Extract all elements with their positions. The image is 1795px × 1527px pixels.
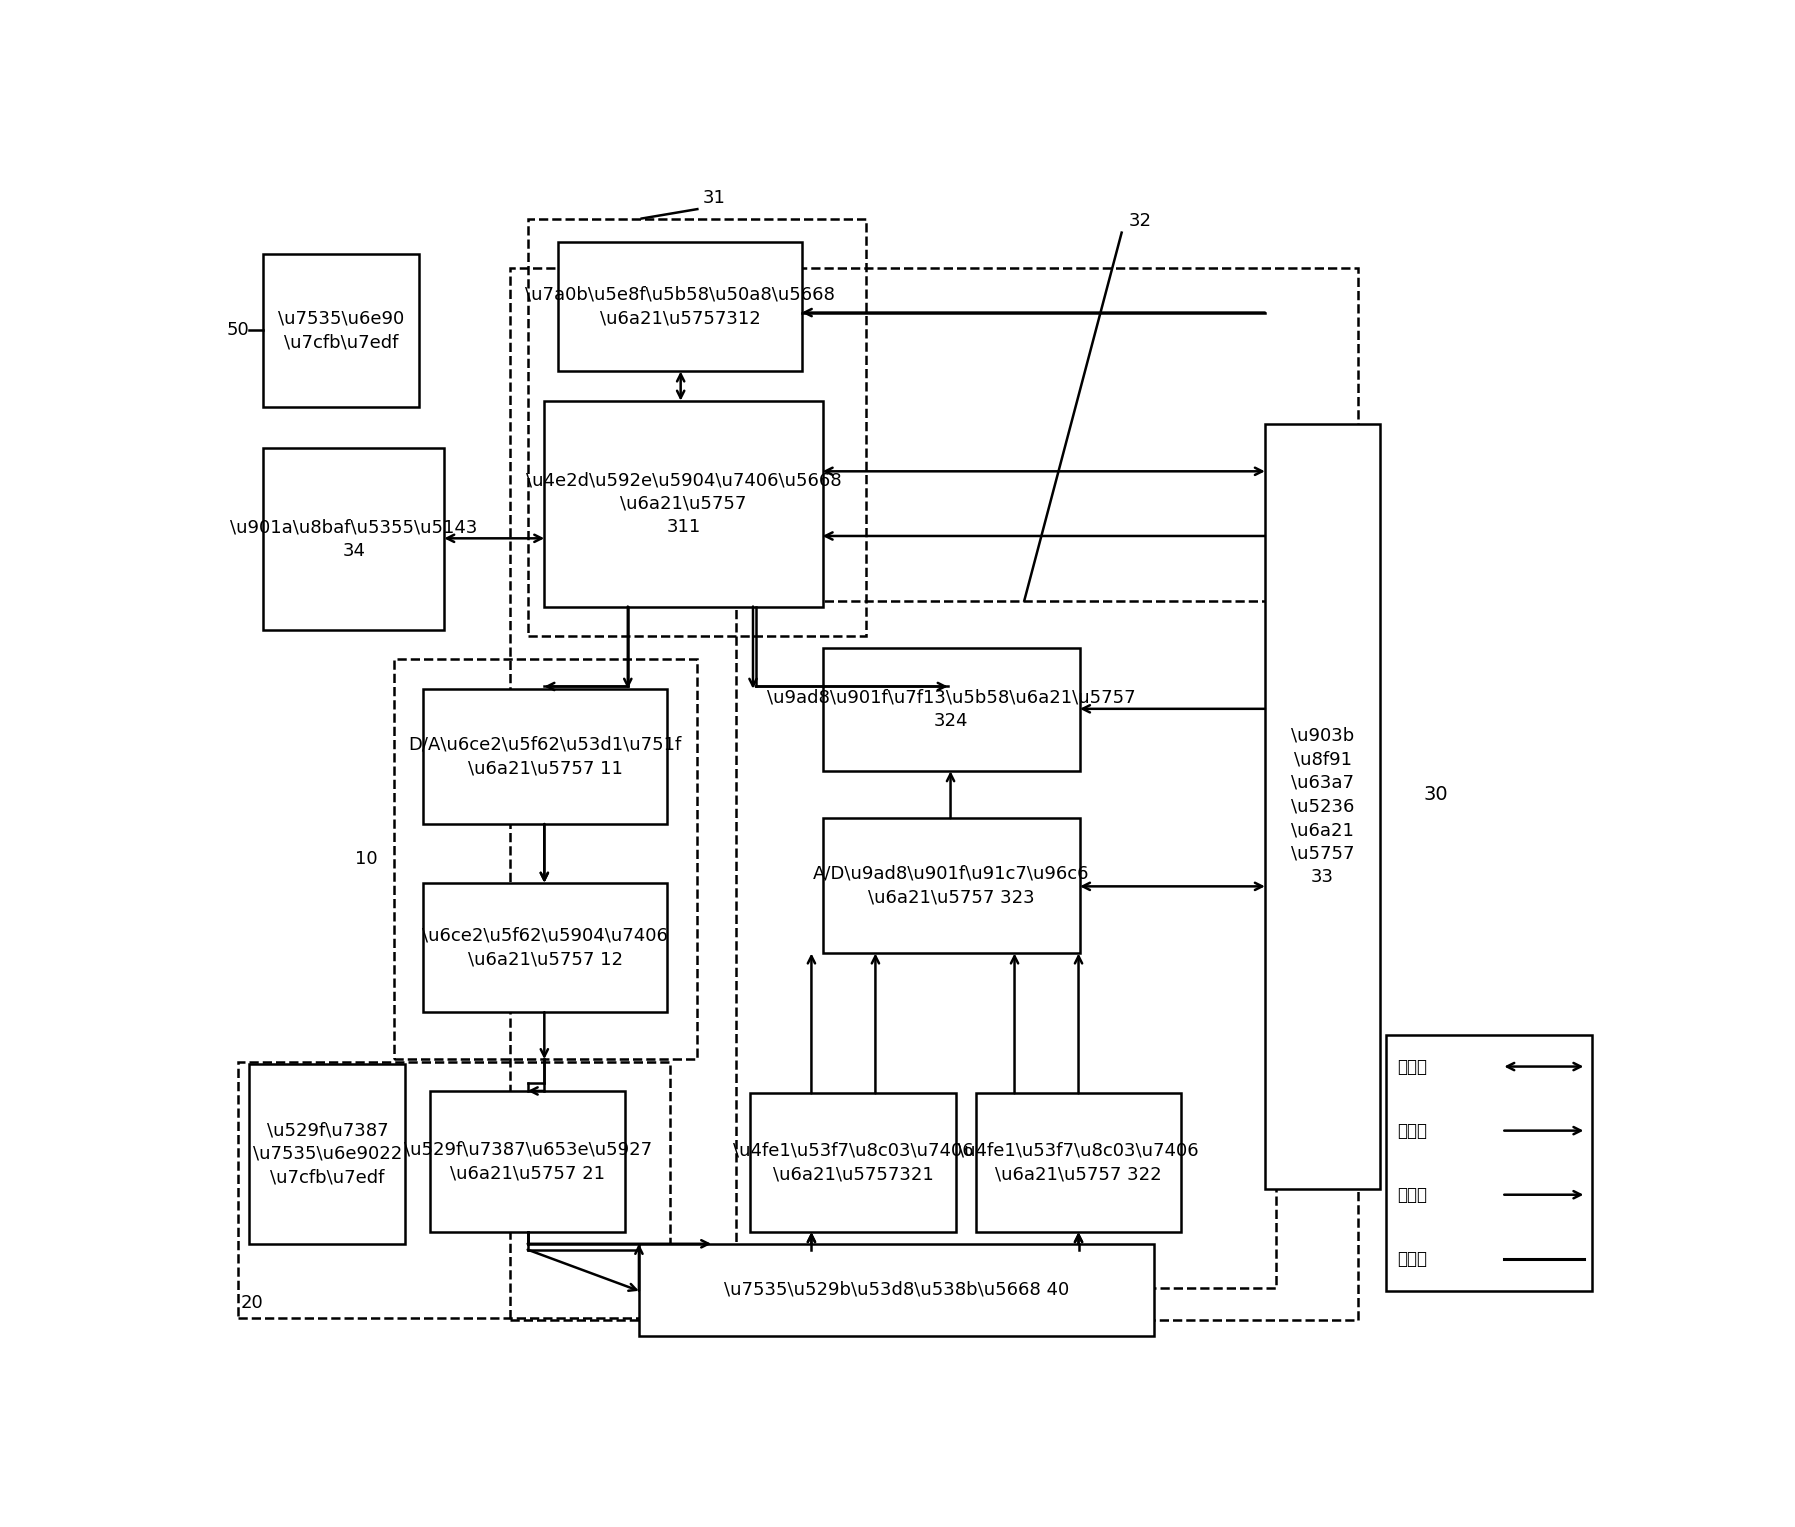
Bar: [1386, 1034, 1592, 1290]
Bar: [431, 1090, 625, 1232]
Bar: [544, 400, 822, 606]
Bar: [250, 1064, 406, 1245]
Bar: [528, 218, 865, 635]
Bar: [558, 243, 802, 371]
Text: \u901a\u8baf\u5355\u5143
34: \u901a\u8baf\u5355\u5143 34: [230, 518, 477, 560]
Text: 控制线: 控制线: [1397, 1122, 1427, 1139]
Text: 10: 10: [355, 851, 377, 869]
Text: 数据线: 数据线: [1397, 1058, 1427, 1075]
Text: \u4e2d\u592e\u5904\u7406\u5668
\u6a21\u5757
311: \u4e2d\u592e\u5904\u7406\u5668 \u6a21\u5…: [526, 470, 842, 536]
Text: \u4fe1\u53f7\u8c03\u7406
\u6a21\u5757 322: \u4fe1\u53f7\u8c03\u7406 \u6a21\u5757 32…: [959, 1142, 1199, 1183]
Text: \u7a0b\u5e8f\u5b58\u50a8\u5668
\u6a21\u5757312: \u7a0b\u5e8f\u5b58\u50a8\u5668 \u6a21\u5…: [524, 286, 835, 327]
Text: \u7535\u6e90
\u7cfb\u7edf: \u7535\u6e90 \u7cfb\u7edf: [278, 310, 404, 351]
Text: \u903b
\u8f91
\u63a7
\u5236
\u6a21
\u5757
33: \u903b \u8f91 \u63a7 \u5236 \u6a21 \u575…: [1291, 727, 1355, 886]
Bar: [510, 267, 1359, 1321]
Text: \u529f\u7387
\u7535\u6e9022
\u7cfb\u7edf: \u529f\u7387 \u7535\u6e9022 \u7cfb\u7edf: [253, 1121, 402, 1186]
Bar: [822, 647, 1081, 771]
Text: 50: 50: [226, 321, 250, 339]
Bar: [424, 689, 666, 825]
Bar: [264, 253, 420, 406]
Text: \u4fe1\u53f7\u8c03\u7406
\u6a21\u5757321: \u4fe1\u53f7\u8c03\u7406 \u6a21\u5757321: [732, 1142, 973, 1183]
Bar: [822, 818, 1081, 953]
Bar: [1265, 425, 1380, 1188]
Bar: [750, 1093, 957, 1232]
Text: 信号线: 信号线: [1397, 1185, 1427, 1203]
Text: 电源线: 电源线: [1397, 1249, 1427, 1267]
Text: 31: 31: [702, 189, 725, 206]
Text: A/D\u9ad8\u901f\u91c7\u96c6
\u6a21\u5757 323: A/D\u9ad8\u901f\u91c7\u96c6 \u6a21\u5757…: [813, 864, 1090, 907]
Bar: [395, 660, 698, 1060]
Bar: [639, 1245, 1154, 1336]
Bar: [976, 1093, 1181, 1232]
Text: \u9ad8\u901f\u7f13\u5b58\u6a21\u5757
324: \u9ad8\u901f\u7f13\u5b58\u6a21\u5757 324: [766, 689, 1136, 730]
Text: 20: 20: [241, 1293, 264, 1312]
Text: 32: 32: [1129, 212, 1151, 231]
Bar: [736, 600, 1276, 1289]
Bar: [239, 1061, 670, 1318]
Text: D/A\u6ce2\u5f62\u53d1\u751f
\u6a21\u5757 11: D/A\u6ce2\u5f62\u53d1\u751f \u6a21\u5757…: [409, 736, 682, 777]
Bar: [424, 883, 666, 1012]
Bar: [264, 447, 443, 631]
Text: 30: 30: [1423, 785, 1449, 805]
Text: \u529f\u7387\u653e\u5927
\u6a21\u5757 21: \u529f\u7387\u653e\u5927 \u6a21\u5757 21: [404, 1141, 652, 1182]
Text: \u7535\u529b\u53d8\u538b\u5668 40: \u7535\u529b\u53d8\u538b\u5668 40: [723, 1281, 1068, 1298]
Text: \u6ce2\u5f62\u5904\u7406
\u6a21\u5757 12: \u6ce2\u5f62\u5904\u7406 \u6a21\u5757 12: [422, 927, 668, 968]
